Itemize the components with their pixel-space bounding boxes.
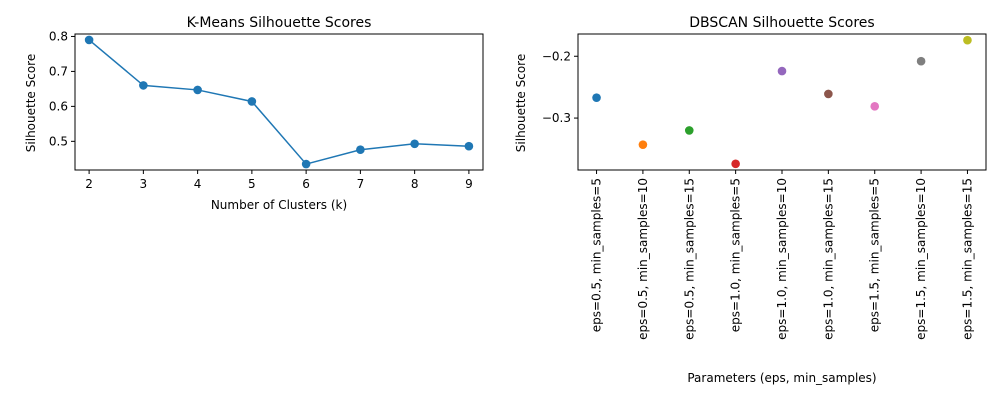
kmeans-chart: K-Means Silhouette Scores Number of Clus… <box>24 15 484 212</box>
kmeans-series-line <box>88 39 469 165</box>
kmeans-ytick-label: 0.7 <box>49 64 68 78</box>
dbscan-data-point <box>916 56 926 66</box>
kmeans-xtick-label: 9 <box>465 177 473 191</box>
kmeans-plot-frame <box>74 33 484 171</box>
dbscan-xtick-label: eps=0.5, min_samples=15 <box>682 178 696 340</box>
dbscan-plot-frame <box>577 33 987 171</box>
dbscan-data-point <box>963 35 972 45</box>
kmeans-xtick-label: 4 <box>194 177 202 191</box>
dbscan-data-point <box>638 140 648 149</box>
kmeans-data-point <box>410 139 419 149</box>
dbscan-xtick-label: eps=1.0, min_samples=15 <box>821 178 835 340</box>
kmeans-xlabel: Number of Clusters (k) <box>211 198 347 212</box>
kmeans-ytick-label: 0.6 <box>49 99 68 113</box>
dbscan-xlabel: Parameters (eps, min_samples) <box>687 371 876 385</box>
dbscan-data-point <box>824 89 833 99</box>
dbscan-data-point <box>592 93 601 102</box>
dbscan-ylabel: Silhouette Score <box>514 54 528 152</box>
dbscan-xtick-label: eps=1.5, min_samples=10 <box>914 178 928 340</box>
kmeans-data-point <box>247 97 257 106</box>
kmeans-ytick-label: 0.8 <box>49 29 68 43</box>
dbscan-chart: DBSCAN Silhouette Scores Parameters (eps… <box>514 15 987 385</box>
dbscan-xtick-label: eps=0.5, min_samples=10 <box>636 178 650 340</box>
kmeans-data-point <box>84 35 94 45</box>
kmeans-xtick-label: 6 <box>302 177 310 191</box>
kmeans-data-point <box>139 81 148 90</box>
kmeans-xtick-label: 5 <box>248 177 256 191</box>
dbscan-data-point <box>731 159 740 169</box>
kmeans-title: K-Means Silhouette Scores <box>187 15 372 31</box>
kmeans-ylabel: Silhouette Score <box>24 54 38 152</box>
dbscan-xtick-label: eps=1.0, min_samples=10 <box>775 178 789 340</box>
kmeans-ytick-label: 0.5 <box>49 134 68 148</box>
dbscan-ytick-label: −0.2 <box>542 49 571 63</box>
dbscan-title: DBSCAN Silhouette Scores <box>689 15 874 31</box>
dbscan-xtick-label: eps=0.5, min_samples=5 <box>590 178 604 332</box>
dbscan-ytick-label: −0.3 <box>542 111 571 125</box>
kmeans-xtick-label: 8 <box>411 177 419 191</box>
kmeans-xtick-label: 3 <box>140 177 148 191</box>
kmeans-data-point <box>193 85 202 95</box>
dbscan-xtick-label: eps=1.0, min_samples=5 <box>729 178 743 332</box>
kmeans-data-point <box>356 145 365 155</box>
dbscan-data-point <box>777 66 787 76</box>
kmeans-data-point <box>464 141 474 151</box>
dbscan-xtick-label: eps=1.5, min_samples=15 <box>960 178 974 340</box>
kmeans-data-point <box>301 159 311 169</box>
dbscan-data-point <box>684 126 694 135</box>
dbscan-xtick-label: eps=1.5, min_samples=5 <box>868 178 882 332</box>
kmeans-xtick-label: 2 <box>85 177 93 191</box>
kmeans-xtick-label: 7 <box>357 177 365 191</box>
dbscan-data-point <box>870 102 880 111</box>
